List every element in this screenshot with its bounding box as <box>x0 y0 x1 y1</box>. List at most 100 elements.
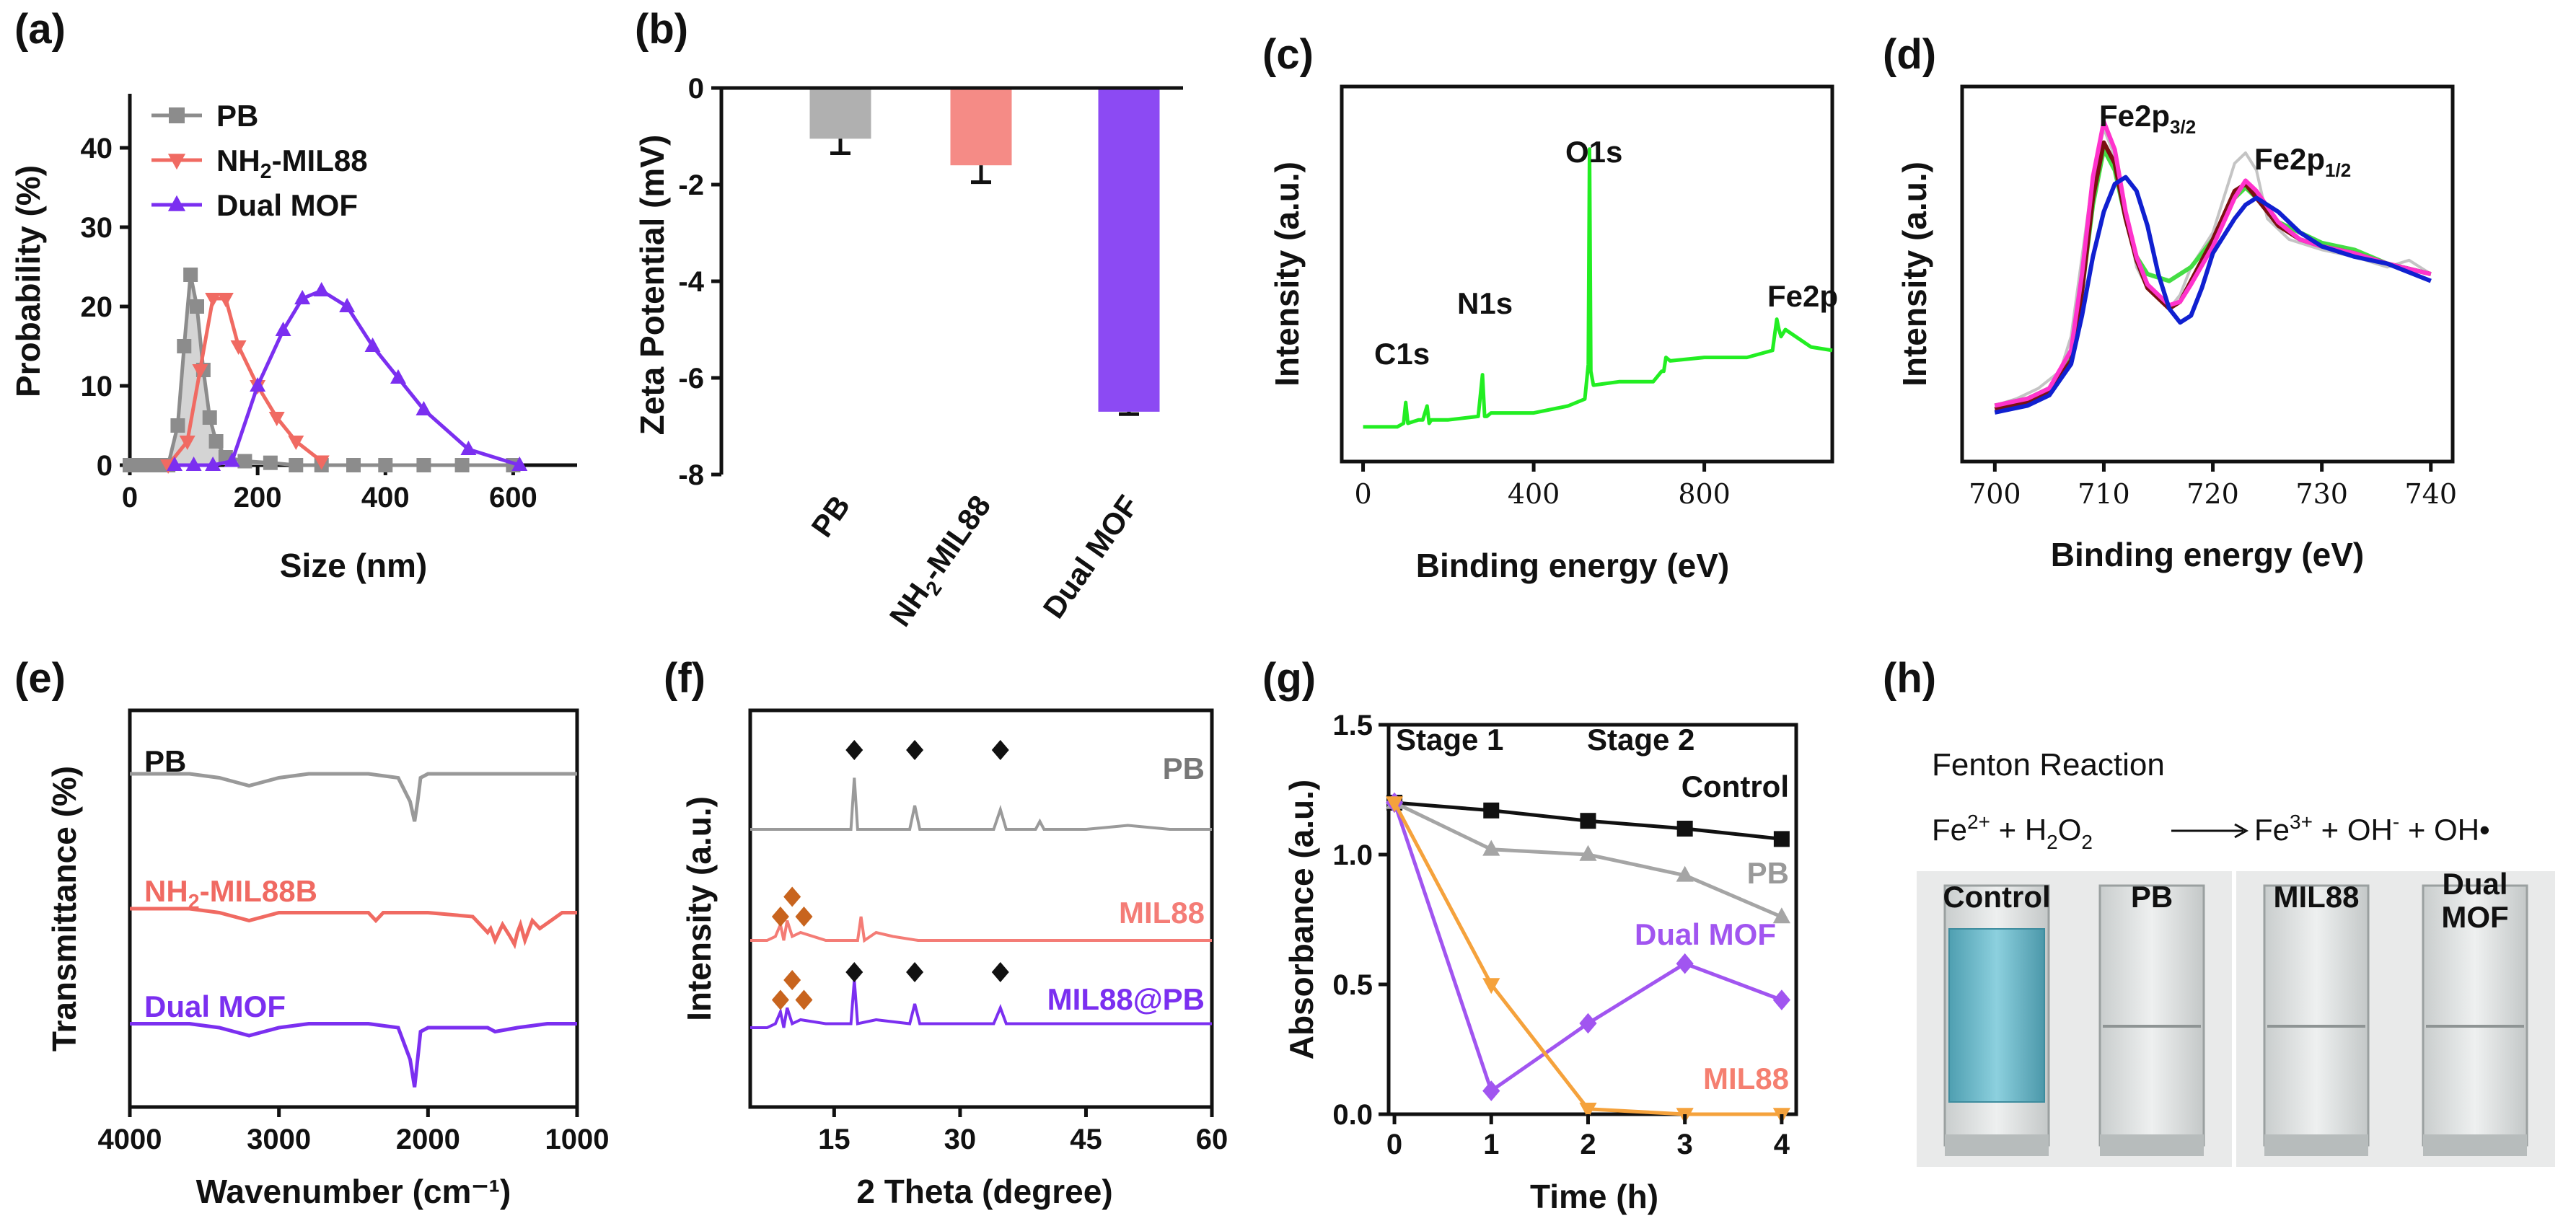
chart-b-ylabel: Zeta Potential (mV) <box>633 135 671 436</box>
chart-a-point <box>170 418 185 433</box>
chart-e-series-label: Dual MOF <box>144 989 286 1023</box>
chart-b-category-label: Dual MOF <box>1036 489 1145 625</box>
chart-g-point <box>1579 1013 1597 1034</box>
chart-b-category-label: PB <box>804 489 856 543</box>
chart-a-point <box>294 290 311 304</box>
chart-a-point <box>217 293 234 307</box>
chart-d-xlabel: Binding energy (eV) <box>2051 536 2364 573</box>
chart-a-legend-label: PB <box>216 99 258 133</box>
chart-e-xtick-label: 4000 <box>98 1124 162 1155</box>
chart-a-point <box>183 268 198 282</box>
chart-e-series-label-b: -MIL88B <box>200 874 317 908</box>
chart-a-point <box>313 455 330 470</box>
chart-f-peak-marker <box>795 989 813 1010</box>
chart-f-peak-marker <box>771 989 789 1010</box>
chart-d-peak-label-sub: 3/2 <box>2170 116 2196 138</box>
chart-g-series-label: Control <box>1682 769 1789 803</box>
chart-f-xtick-label: 15 <box>818 1124 850 1155</box>
chart-a-point <box>454 458 470 472</box>
chart-a-point <box>179 436 195 450</box>
chart-g-xtick-label: 3 <box>1677 1129 1693 1160</box>
chart-a-series-line-1 <box>167 296 323 467</box>
chart-b-ytick-label: -8 <box>678 459 704 491</box>
chart-b-category-label: NH2-MIL88 <box>883 489 1002 635</box>
chart-g-ylabel: Absorbance (a.u.) <box>1283 780 1320 1060</box>
chart-b-bar <box>950 88 1012 166</box>
panel-letter-h: (h) <box>1883 655 1936 702</box>
chart-a-point <box>263 455 278 470</box>
chart-f-peak-marker <box>845 962 863 982</box>
chart-b: 0 -2 -4 -6 -8 PB NH2-MIL88 Dual MOF Zeta Poten… <box>633 73 1183 635</box>
chart-e-series-label-sub: 2 <box>188 891 200 914</box>
cuvette-base <box>2264 1134 2368 1156</box>
chart-a-point <box>275 322 291 336</box>
fenton-photo-panel: Fenton Reaction Fe2+ + H2O2 Fe3+ + OH- +… <box>1917 747 2555 1167</box>
chart-a-point <box>313 282 330 296</box>
chart-a-legend-marker <box>169 107 185 123</box>
cuvette-base <box>2423 1134 2527 1156</box>
chart-a-xtick-label: 0 <box>122 482 138 513</box>
chart-c-peak-label: Fe2p <box>1767 279 1838 313</box>
chart-g-point <box>1482 1080 1500 1101</box>
chart-c-peak-label: O1s <box>1565 135 1622 169</box>
photo-label: Control <box>1943 880 2050 914</box>
chart-a-point <box>268 412 285 426</box>
chart-f: 15 30 45 60 PB MIL88 MIL88@PB 2 Theta (degree… <box>680 708 1228 1210</box>
chart-g-point <box>1482 839 1500 856</box>
chart-g-point <box>1772 907 1790 924</box>
chart-d-peak-label: Fe2p1/2 <box>2254 142 2351 181</box>
chart-a-point <box>205 293 221 307</box>
chart-g-point <box>1385 796 1404 813</box>
chart-g-xtick-label: 2 <box>1580 1129 1596 1160</box>
cuvette <box>2263 884 2370 1147</box>
chart-e-series-label: PB <box>144 744 186 778</box>
chart-e-spectrum-2 <box>130 1022 577 1088</box>
chart-g-ytick-label: 0.5 <box>1332 969 1373 1001</box>
chart-b-bar <box>1098 88 1160 412</box>
chart-a-ytick-label: 20 <box>81 291 113 323</box>
chart-a-point <box>224 452 240 467</box>
chart-a-point <box>460 441 477 455</box>
chart-d-series-fit-blue <box>1994 175 2432 415</box>
cuvette <box>2422 884 2528 1147</box>
chart-e-spectrum-1 <box>130 907 577 950</box>
chart-c-xtick-label: 800 <box>1678 478 1731 510</box>
chart-c: 0 400 800 C1s N1s O1s Fe2p Binding energy (eV… <box>1268 84 1838 584</box>
chart-e-ylabel: Transmittance (%) <box>45 766 83 1051</box>
chart-b-ytick-label: -4 <box>678 266 704 298</box>
chart-e: 4000 3000 2000 1000 PB NH2-MIL88B Dual MOF Wa… <box>45 708 610 1210</box>
chart-a-xtick-label: 200 <box>234 482 282 513</box>
chart-e-xtick-label: 3000 <box>247 1124 311 1155</box>
chart-d-ylabel: Intensity (a.u.) <box>1896 162 1933 387</box>
chart-a-point <box>123 458 137 472</box>
chart-f-pattern-1 <box>750 916 1212 943</box>
chart-a-legend-label-b: -MIL88 <box>272 144 368 177</box>
chart-b-ytick-label: -6 <box>678 363 704 394</box>
chart-g-ytick-label: 1.0 <box>1332 839 1373 871</box>
panel-letter-b: (b) <box>635 6 688 53</box>
chart-e-xtick-label: 2000 <box>396 1124 460 1155</box>
panel-letter-a: (a) <box>14 6 66 53</box>
chart-a-legend-label-a: NH <box>216 144 260 177</box>
chart-e-series-label: NH2-MIL88B <box>144 874 317 914</box>
chart-a-point <box>390 369 406 384</box>
chart-e-xtick-label: 1000 <box>545 1124 610 1155</box>
chart-a-point <box>378 458 393 472</box>
chart-b-category-label-b: -MIL88 <box>915 489 998 587</box>
chart-a-legend-label: Dual MOF <box>216 188 358 222</box>
chart-g-ytick-label: 1.5 <box>1332 710 1373 741</box>
chart-a-legend-marker <box>167 195 186 211</box>
cuvette <box>2098 884 2205 1147</box>
fenton-heading: Fenton Reaction <box>1932 747 2165 782</box>
chart-f-peak-marker <box>991 962 1009 982</box>
fenton-equation: Fe2+ + H2O2 <box>1932 811 2093 853</box>
chart-g: 0 1 2 3 4 0.0 0.5 1.0 1.5 Stage 1 Stage 2 Control P… <box>1283 710 1798 1215</box>
chart-a-point <box>416 458 431 472</box>
chart-g-point <box>1772 989 1790 1010</box>
chart-g-xtick-label: 4 <box>1774 1129 1790 1160</box>
chart-g-point <box>1580 813 1596 829</box>
chart-g-stage-label: Stage 2 <box>1587 723 1694 757</box>
panel-letter-c: (c) <box>1262 31 1314 78</box>
chart-b-ytick-label: 0 <box>688 73 704 105</box>
